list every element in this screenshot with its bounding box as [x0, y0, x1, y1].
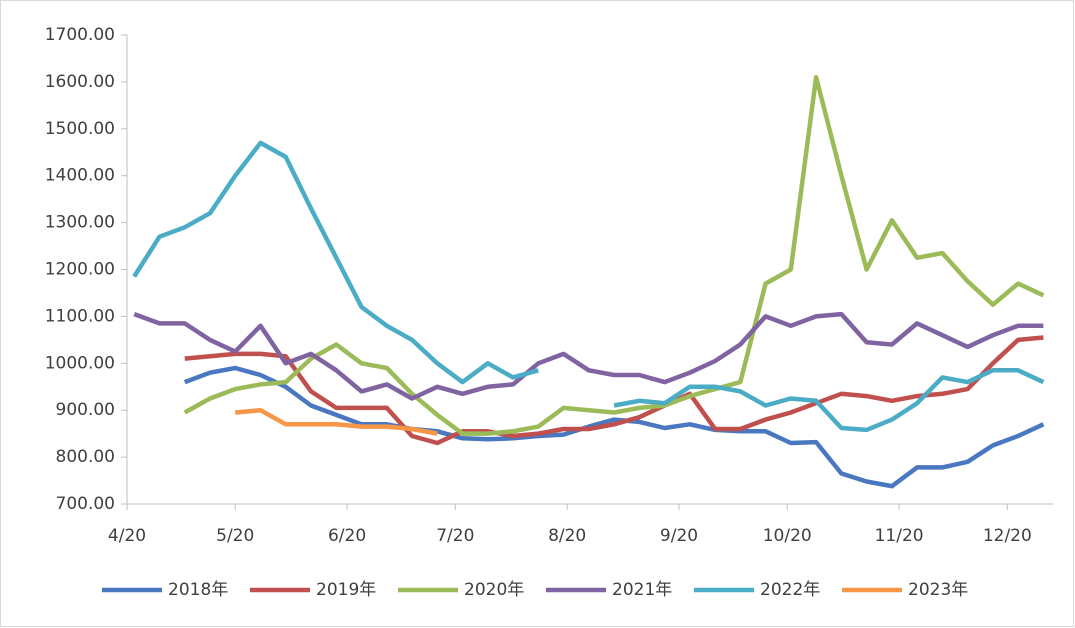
legend-label: 2023年 [908, 580, 968, 600]
y-tick-label: 900.00 [56, 400, 115, 420]
y-tick-label: 1700.00 [45, 25, 115, 45]
x-tick-label: 7/20 [436, 526, 474, 546]
legend-label: 2022年 [760, 580, 820, 600]
y-tick-label: 1600.00 [45, 72, 115, 92]
y-tick-label: 1200.00 [45, 260, 115, 280]
legend-label: 2021年 [612, 580, 672, 600]
series-line [133, 311, 1044, 401]
series-line [184, 335, 1044, 446]
series-line [183, 365, 1045, 489]
x-tick-label: 8/20 [548, 526, 586, 546]
x-tick-label: 4/20 [108, 526, 146, 546]
y-tick-label: 800.00 [56, 447, 115, 467]
legend-label: 2019年 [316, 580, 376, 600]
y-tick-label: 1100.00 [45, 306, 115, 326]
y-tick-label: 1300.00 [45, 213, 115, 233]
y-tick-label: 1400.00 [45, 166, 115, 186]
x-tick-label: 11/20 [875, 526, 924, 546]
x-tick-label: 10/20 [763, 526, 812, 546]
x-tick-label: 6/20 [328, 526, 366, 546]
legend-label: 2020年 [464, 580, 524, 600]
legend-label: 2018年 [168, 580, 228, 600]
x-tick-label: 12/20 [983, 526, 1032, 546]
series-line [183, 74, 1045, 436]
y-tick-label: 700.00 [56, 494, 115, 514]
x-tick-label: 5/20 [216, 526, 254, 546]
x-tick-label: 9/20 [660, 526, 698, 546]
y-tick-label: 1500.00 [45, 119, 115, 139]
series-line [234, 407, 438, 436]
series-line [132, 140, 1045, 433]
y-tick-label: 1000.00 [45, 353, 115, 373]
